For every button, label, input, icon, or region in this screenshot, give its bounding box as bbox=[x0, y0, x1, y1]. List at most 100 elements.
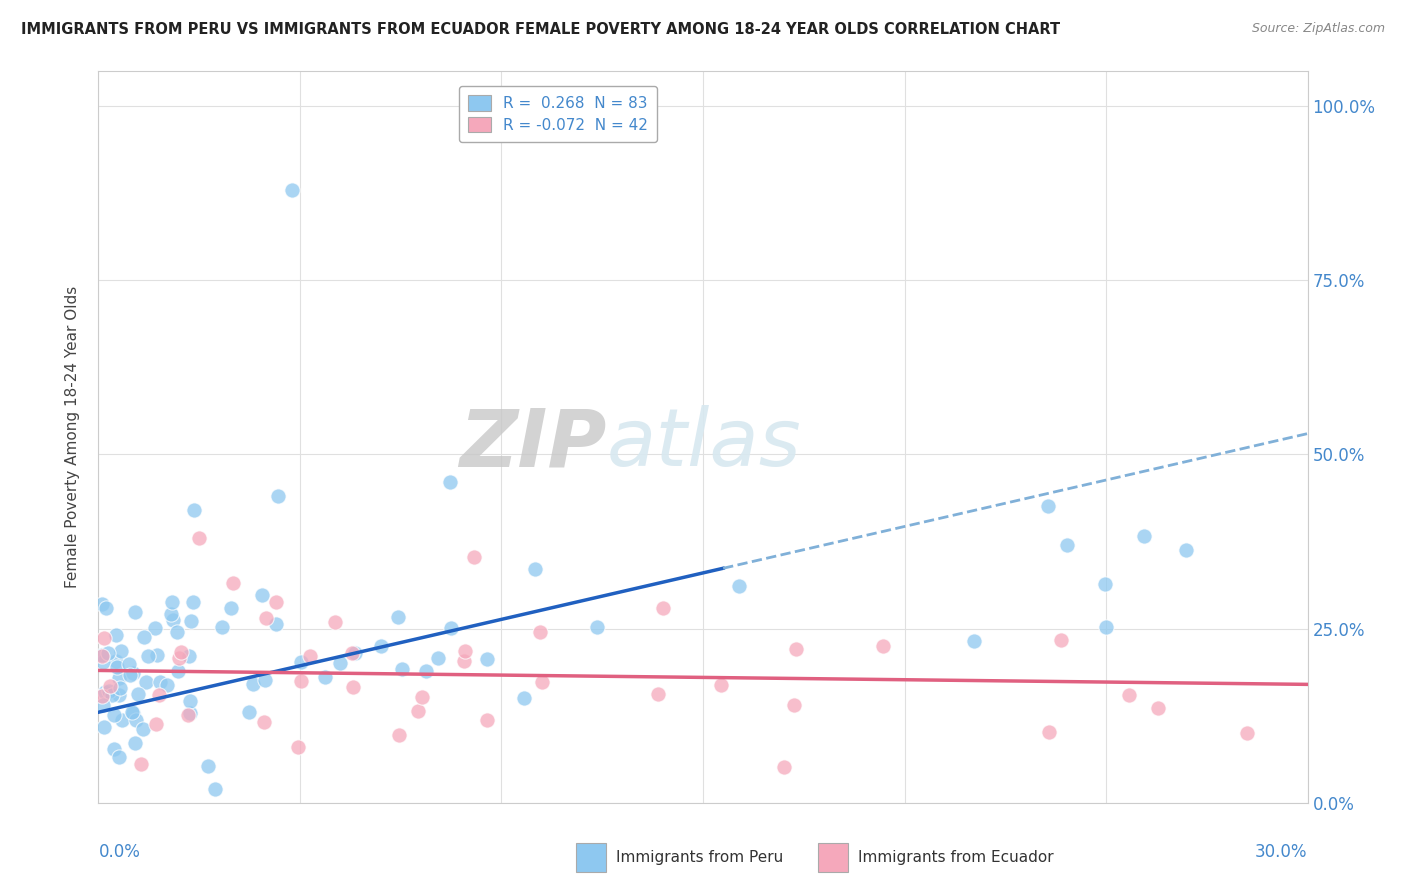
Point bbox=[475, 714, 498, 728]
Point bbox=[156, 678, 179, 692]
Point bbox=[531, 675, 554, 690]
Text: Immigrants from Ecuador: Immigrants from Ecuador bbox=[858, 850, 1053, 865]
Point bbox=[647, 687, 669, 701]
Y-axis label: Female Poverty Among 18-24 Year Olds: Female Poverty Among 18-24 Year Olds bbox=[65, 286, 80, 588]
Point bbox=[134, 630, 156, 644]
Point bbox=[1147, 701, 1170, 715]
Point bbox=[290, 673, 312, 688]
Point bbox=[219, 600, 242, 615]
Text: 30.0%: 30.0% bbox=[1256, 843, 1308, 861]
Point bbox=[652, 600, 675, 615]
Point bbox=[162, 595, 184, 609]
Point bbox=[129, 756, 152, 771]
Point bbox=[340, 646, 363, 660]
Point bbox=[1056, 538, 1078, 552]
Point bbox=[197, 759, 219, 773]
Point bbox=[1038, 725, 1060, 739]
Point bbox=[267, 489, 290, 503]
Point bbox=[370, 639, 392, 653]
Point bbox=[149, 675, 172, 690]
Point bbox=[177, 708, 200, 723]
Point bbox=[512, 690, 534, 705]
Point bbox=[124, 605, 146, 619]
Point bbox=[1049, 632, 1071, 647]
Point bbox=[222, 575, 245, 590]
Point bbox=[183, 503, 205, 517]
Point bbox=[93, 631, 115, 645]
Point bbox=[91, 597, 114, 611]
Point bbox=[100, 689, 122, 703]
Point bbox=[281, 183, 304, 197]
Point bbox=[105, 660, 128, 674]
Point bbox=[94, 685, 117, 699]
Point bbox=[710, 678, 733, 692]
Point bbox=[1094, 620, 1116, 634]
Point bbox=[264, 616, 287, 631]
Point bbox=[204, 781, 226, 796]
Point bbox=[136, 649, 159, 664]
Point bbox=[1133, 528, 1156, 542]
Point bbox=[103, 708, 125, 723]
Point bbox=[406, 704, 429, 718]
Point bbox=[411, 690, 433, 704]
Point bbox=[254, 611, 277, 625]
Point bbox=[454, 644, 477, 658]
Point bbox=[314, 671, 336, 685]
Point bbox=[179, 706, 201, 720]
Point bbox=[124, 736, 146, 750]
Point bbox=[177, 649, 200, 664]
Point bbox=[524, 562, 547, 576]
Point bbox=[475, 652, 498, 666]
Point bbox=[97, 646, 120, 660]
Point bbox=[180, 615, 202, 629]
Point bbox=[166, 625, 188, 640]
Point bbox=[785, 642, 807, 657]
Point bbox=[125, 713, 148, 727]
Point bbox=[121, 705, 143, 719]
Point bbox=[108, 750, 131, 764]
Text: Source: ZipAtlas.com: Source: ZipAtlas.com bbox=[1251, 22, 1385, 36]
Point bbox=[179, 694, 201, 708]
Point bbox=[211, 620, 233, 634]
Point bbox=[872, 639, 894, 653]
Point bbox=[329, 656, 352, 670]
Point bbox=[98, 679, 121, 693]
Point bbox=[773, 760, 796, 774]
Point bbox=[415, 664, 437, 678]
Point bbox=[242, 677, 264, 691]
Point bbox=[427, 651, 450, 665]
Text: 0.0%: 0.0% bbox=[98, 843, 141, 861]
Point bbox=[122, 706, 145, 720]
Point bbox=[117, 657, 139, 672]
Point bbox=[1118, 689, 1140, 703]
Point bbox=[91, 648, 114, 662]
Point bbox=[783, 698, 806, 713]
Point bbox=[127, 687, 149, 701]
Point bbox=[160, 607, 183, 622]
Point bbox=[962, 634, 984, 648]
Point bbox=[146, 648, 169, 662]
Point bbox=[181, 595, 204, 609]
Point bbox=[253, 673, 276, 687]
Point bbox=[250, 588, 273, 602]
Point bbox=[145, 717, 167, 731]
Point bbox=[145, 621, 167, 635]
Point bbox=[170, 644, 193, 658]
Point bbox=[91, 689, 114, 703]
Point bbox=[453, 654, 475, 668]
Point bbox=[93, 721, 115, 735]
Point bbox=[387, 610, 409, 624]
Point bbox=[97, 683, 120, 698]
Point bbox=[1094, 576, 1116, 591]
Point bbox=[439, 475, 461, 490]
Point bbox=[122, 666, 145, 681]
Point bbox=[287, 739, 309, 754]
Point bbox=[1175, 543, 1198, 558]
Bar bbox=[818, 843, 848, 872]
Bar bbox=[576, 843, 606, 872]
Point bbox=[104, 628, 127, 642]
Point bbox=[253, 715, 276, 730]
Point bbox=[110, 681, 132, 695]
Point bbox=[162, 613, 184, 627]
Point bbox=[169, 651, 191, 665]
